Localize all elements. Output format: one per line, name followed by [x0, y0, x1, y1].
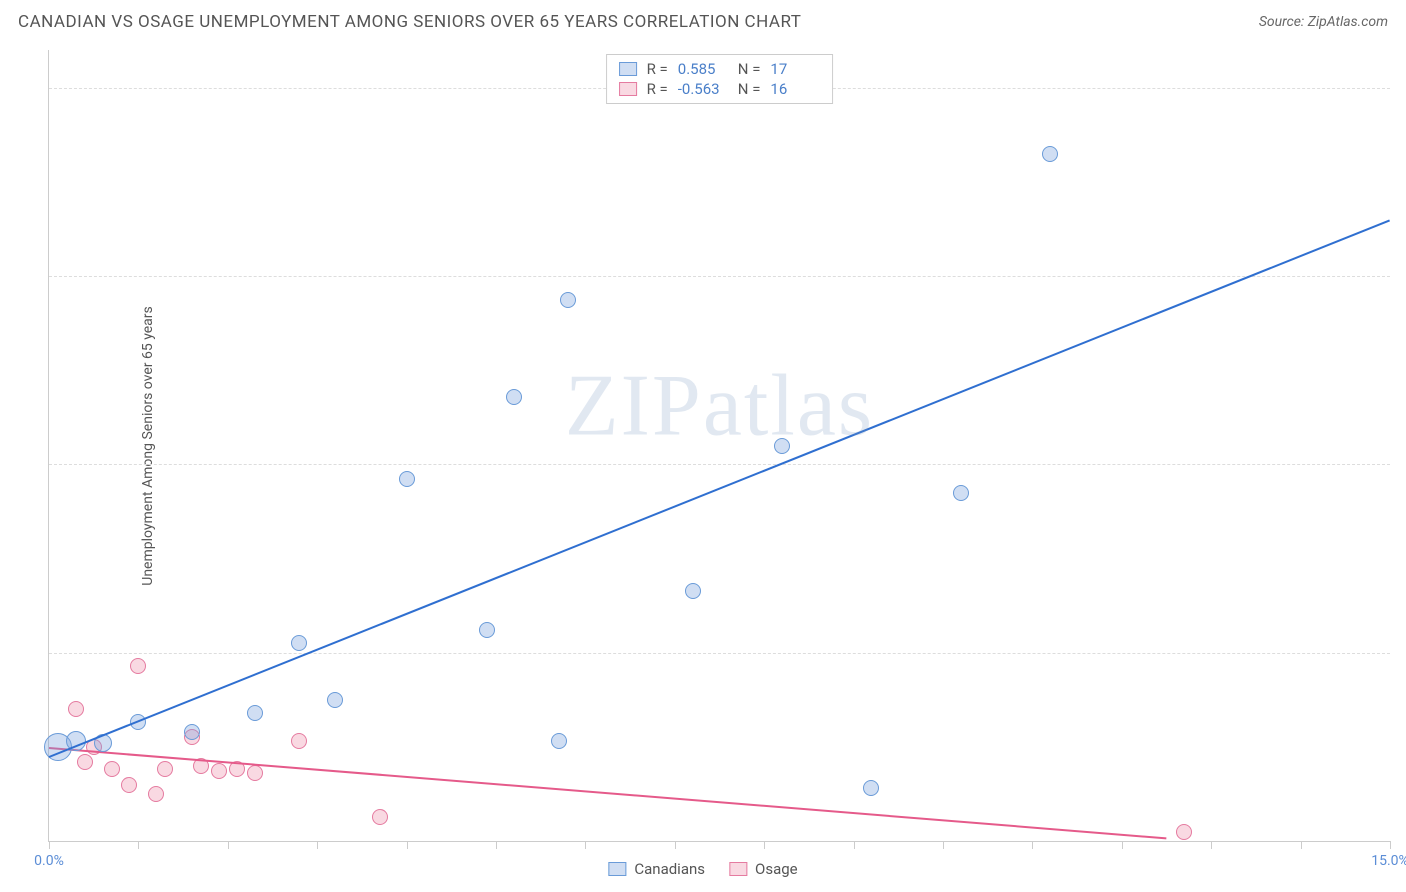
legend-swatch-osage — [729, 862, 747, 876]
data-point-osage — [291, 733, 307, 749]
data-point-osage — [211, 763, 227, 779]
source-attribution: Source: ZipAtlas.com — [1259, 14, 1388, 30]
data-point-canadians — [953, 485, 969, 501]
data-point-canadians — [506, 389, 522, 405]
data-point-osage — [130, 658, 146, 674]
x-tick — [1390, 841, 1391, 849]
legend-swatch-canadians — [608, 862, 626, 876]
data-point-osage — [121, 777, 137, 793]
stats-row-osage: R = -0.563 N = 16 — [619, 79, 821, 99]
x-tick — [675, 841, 676, 849]
stats-row-canadians: R = 0.585 N = 17 — [619, 59, 821, 79]
x-tick-label: 15.0% — [1371, 853, 1406, 869]
correlation-stats-box: R = 0.585 N = 17 R = -0.563 N = 16 — [606, 54, 834, 104]
data-point-canadians — [774, 438, 790, 454]
data-point-osage — [68, 701, 84, 717]
x-tick — [1032, 841, 1033, 849]
x-tick — [1122, 841, 1123, 849]
gridline — [49, 276, 1390, 277]
x-tick-label: 0.0% — [34, 853, 64, 869]
x-tick — [317, 841, 318, 849]
data-point-osage — [148, 786, 164, 802]
watermark: ZIPatlas — [565, 355, 874, 456]
data-point-osage — [104, 761, 120, 777]
x-tick — [138, 841, 139, 849]
data-point-canadians — [247, 705, 263, 721]
x-tick — [496, 841, 497, 849]
data-point-osage — [247, 765, 263, 781]
gridline — [49, 464, 1390, 465]
x-tick — [943, 841, 944, 849]
data-point-canadians — [863, 780, 879, 796]
data-point-canadians — [1042, 146, 1058, 162]
x-tick — [1301, 841, 1302, 849]
x-tick — [49, 841, 50, 849]
trendline-osage — [49, 747, 1167, 839]
data-point-canadians — [184, 724, 200, 740]
data-point-osage — [77, 754, 93, 770]
data-point-canadians — [327, 692, 343, 708]
swatch-osage — [619, 82, 637, 96]
data-point-canadians — [551, 733, 567, 749]
x-tick — [407, 841, 408, 849]
data-point-canadians — [560, 292, 576, 308]
data-point-canadians — [291, 635, 307, 651]
chart-title: CANADIAN VS OSAGE UNEMPLOYMENT AMONG SEN… — [18, 12, 801, 32]
legend-item-osage: Osage — [729, 860, 798, 878]
x-tick — [585, 841, 586, 849]
data-point-osage — [157, 761, 173, 777]
legend-item-canadians: Canadians — [608, 860, 705, 878]
chart-header: CANADIAN VS OSAGE UNEMPLOYMENT AMONG SEN… — [0, 0, 1406, 40]
data-point-osage — [372, 809, 388, 825]
legend: Canadians Osage — [608, 860, 797, 878]
data-point-canadians — [685, 583, 701, 599]
gridline — [49, 653, 1390, 654]
data-point-canadians — [479, 622, 495, 638]
scatter-plot-area: R = 0.585 N = 17 R = -0.563 N = 16 ZIPat… — [48, 50, 1390, 842]
data-point-osage — [1176, 824, 1192, 840]
trendline-canadians — [49, 220, 1391, 759]
x-tick — [1211, 841, 1212, 849]
x-tick — [764, 841, 765, 849]
x-tick — [854, 841, 855, 849]
swatch-canadians — [619, 62, 637, 76]
x-tick — [228, 841, 229, 849]
data-point-canadians — [399, 471, 415, 487]
